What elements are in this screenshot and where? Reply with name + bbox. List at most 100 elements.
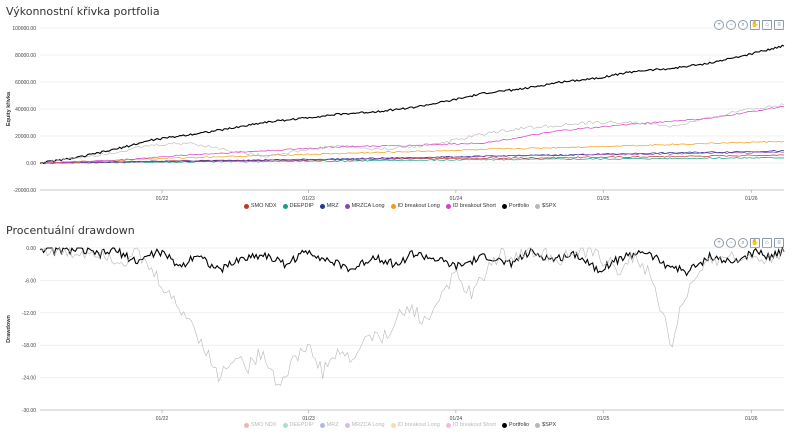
legend-label: Portfolio <box>508 422 530 428</box>
series-line-portfolio <box>39 246 785 277</box>
series-line-id-breakout-short <box>39 106 785 164</box>
y-axis-label: Drawdown <box>6 314 12 342</box>
legend-item[interactable]: MRZ <box>319 203 339 209</box>
series-line--spx <box>39 246 785 386</box>
legend-item[interactable]: Portfolio <box>501 422 530 428</box>
legend-label: MRZ <box>326 422 339 428</box>
pan-icon[interactable]: ✋ <box>750 20 760 30</box>
drawdown-chart-title: Procentuální drawdown <box>6 224 135 237</box>
pan-icon[interactable]: ✋ <box>750 238 760 248</box>
y-tick-label: -12.00 <box>22 311 36 317</box>
legend-label: MRZ <box>326 203 339 209</box>
legend-marker <box>243 203 249 209</box>
legend-item[interactable]: Portfolio <box>501 203 530 209</box>
legend-label: DEEPDIP <box>289 422 314 428</box>
legend-item[interactable]: MRZCA Long <box>344 203 385 209</box>
home-icon[interactable]: ⌂ <box>762 238 772 248</box>
x-tick-label: 01/24 <box>450 196 463 202</box>
y-tick-label: -6.00 <box>25 278 37 284</box>
legend-marker <box>535 422 541 428</box>
y-tick-label: 0.00 <box>26 161 36 167</box>
legend-item[interactable]: ID breakout Short <box>445 422 496 428</box>
zoom-out-icon[interactable]: − <box>726 20 736 30</box>
drawdown-chart-toolbar: + − ⌕ ✋ ⌂ ≡ <box>714 238 784 248</box>
x-tick-label: 01/25 <box>597 416 610 422</box>
legend-marker <box>390 203 396 209</box>
legend-label: SMO NDX <box>250 422 277 428</box>
legend-marker <box>344 203 350 209</box>
series-line-mrzca-long <box>39 151 785 164</box>
y-tick-label: -30.00 <box>22 408 36 414</box>
legend-label: $SPX <box>542 203 557 209</box>
menu-icon[interactable]: ≡ <box>774 238 784 248</box>
legend-item[interactable]: ID breakout Short <box>445 203 496 209</box>
equity-chart-title: Výkonnostní křivka portfolia <box>6 5 160 18</box>
menu-icon[interactable]: ≡ <box>774 20 784 30</box>
y-tick-label: 80000.00 <box>15 53 36 59</box>
y-tick-label: 0.00 <box>26 246 36 252</box>
y-axis-label: Equity křivka <box>6 91 12 126</box>
equity-chart-legend: SMO NDX DEEPDIP MRZ MRZCA Long ID breakout L… <box>0 203 800 209</box>
x-tick-label: 01/25 <box>597 196 610 202</box>
legend-item[interactable]: $SPX <box>535 203 556 209</box>
y-tick-label: -24.00 <box>22 376 36 382</box>
legend-marker <box>501 203 507 209</box>
legend-marker <box>319 203 325 209</box>
zoom-in-icon[interactable]: + <box>714 238 724 248</box>
x-tick-label: 01/22 <box>156 196 169 202</box>
series-line--spx <box>39 103 785 164</box>
legend-marker <box>282 203 288 209</box>
series-line-id-breakout-long <box>39 140 785 164</box>
equity-chart: 100000.00 80000.00 60000.00 40000.00 20000.0… <box>6 26 785 202</box>
legend-marker <box>243 422 249 428</box>
legend-item[interactable]: MRZCA Long <box>344 422 385 428</box>
legend-item[interactable]: ID breakout Long <box>390 422 440 428</box>
legend-item[interactable]: SMO NDX <box>243 203 277 209</box>
legend-marker <box>319 422 325 428</box>
legend-marker <box>445 422 451 428</box>
legend-label: MRZCA Long <box>351 422 385 428</box>
y-tick-label: 100000.00 <box>12 26 36 32</box>
y-tick-label: 20000.00 <box>15 134 36 140</box>
magnify-icon[interactable]: ⌕ <box>738 20 748 30</box>
y-tick-label: 60000.00 <box>15 80 36 86</box>
legend-label: Portfolio <box>508 203 530 209</box>
y-tick-label: 40000.00 <box>15 107 36 113</box>
series-line-smo-ndx <box>39 154 785 164</box>
y-tick-label: -18.00 <box>22 343 36 349</box>
legend-label: ID breakout Short <box>452 422 496 428</box>
series-line-portfolio <box>39 44 785 164</box>
x-tick-label: 01/23 <box>302 416 315 422</box>
legend-marker <box>501 422 507 428</box>
legend-marker <box>445 203 451 209</box>
drawdown-chart: 0.00 -6.00 -12.00 -18.00 -24.00 -30.00 01/22 01… <box>6 246 785 422</box>
x-tick-label: 01/26 <box>745 416 758 422</box>
equity-chart-toolbar: + − ⌕ ✋ ⌂ ≡ <box>714 20 784 30</box>
legend-item[interactable]: DEEPDIP <box>282 422 314 428</box>
legend-item[interactable]: SMO NDX <box>243 422 277 428</box>
drawdown-chart-legend: SMO NDX DEEPDIP MRZ MRZCA Long ID breakout L… <box>0 422 800 428</box>
legend-label: MRZCA Long <box>351 203 385 209</box>
legend-item[interactable]: ID breakout Long <box>390 203 440 209</box>
x-tick-label: 01/26 <box>745 196 758 202</box>
legend-label: ID breakout Short <box>452 203 496 209</box>
legend-marker <box>344 422 350 428</box>
legend-item[interactable]: $SPX <box>535 422 556 428</box>
legend-item[interactable]: MRZ <box>319 422 339 428</box>
y-tick-label: -20000.00 <box>13 188 36 194</box>
legend-marker <box>535 203 541 209</box>
legend-label: ID breakout Long <box>397 422 440 428</box>
legend-label: SMO NDX <box>250 203 277 209</box>
legend-marker <box>390 422 396 428</box>
x-tick-label: 01/23 <box>302 196 315 202</box>
zoom-out-icon[interactable]: − <box>726 238 736 248</box>
series-line-deepdip <box>39 156 784 164</box>
zoom-in-icon[interactable]: + <box>714 20 724 30</box>
x-tick-label: 01/24 <box>450 416 463 422</box>
home-icon[interactable]: ⌂ <box>762 20 772 30</box>
legend-item[interactable]: DEEPDIP <box>282 203 314 209</box>
magnify-icon[interactable]: ⌕ <box>738 238 748 248</box>
x-tick-label: 01/22 <box>156 416 169 422</box>
legend-label: DEEPDIP <box>289 203 314 209</box>
legend-marker <box>282 422 288 428</box>
